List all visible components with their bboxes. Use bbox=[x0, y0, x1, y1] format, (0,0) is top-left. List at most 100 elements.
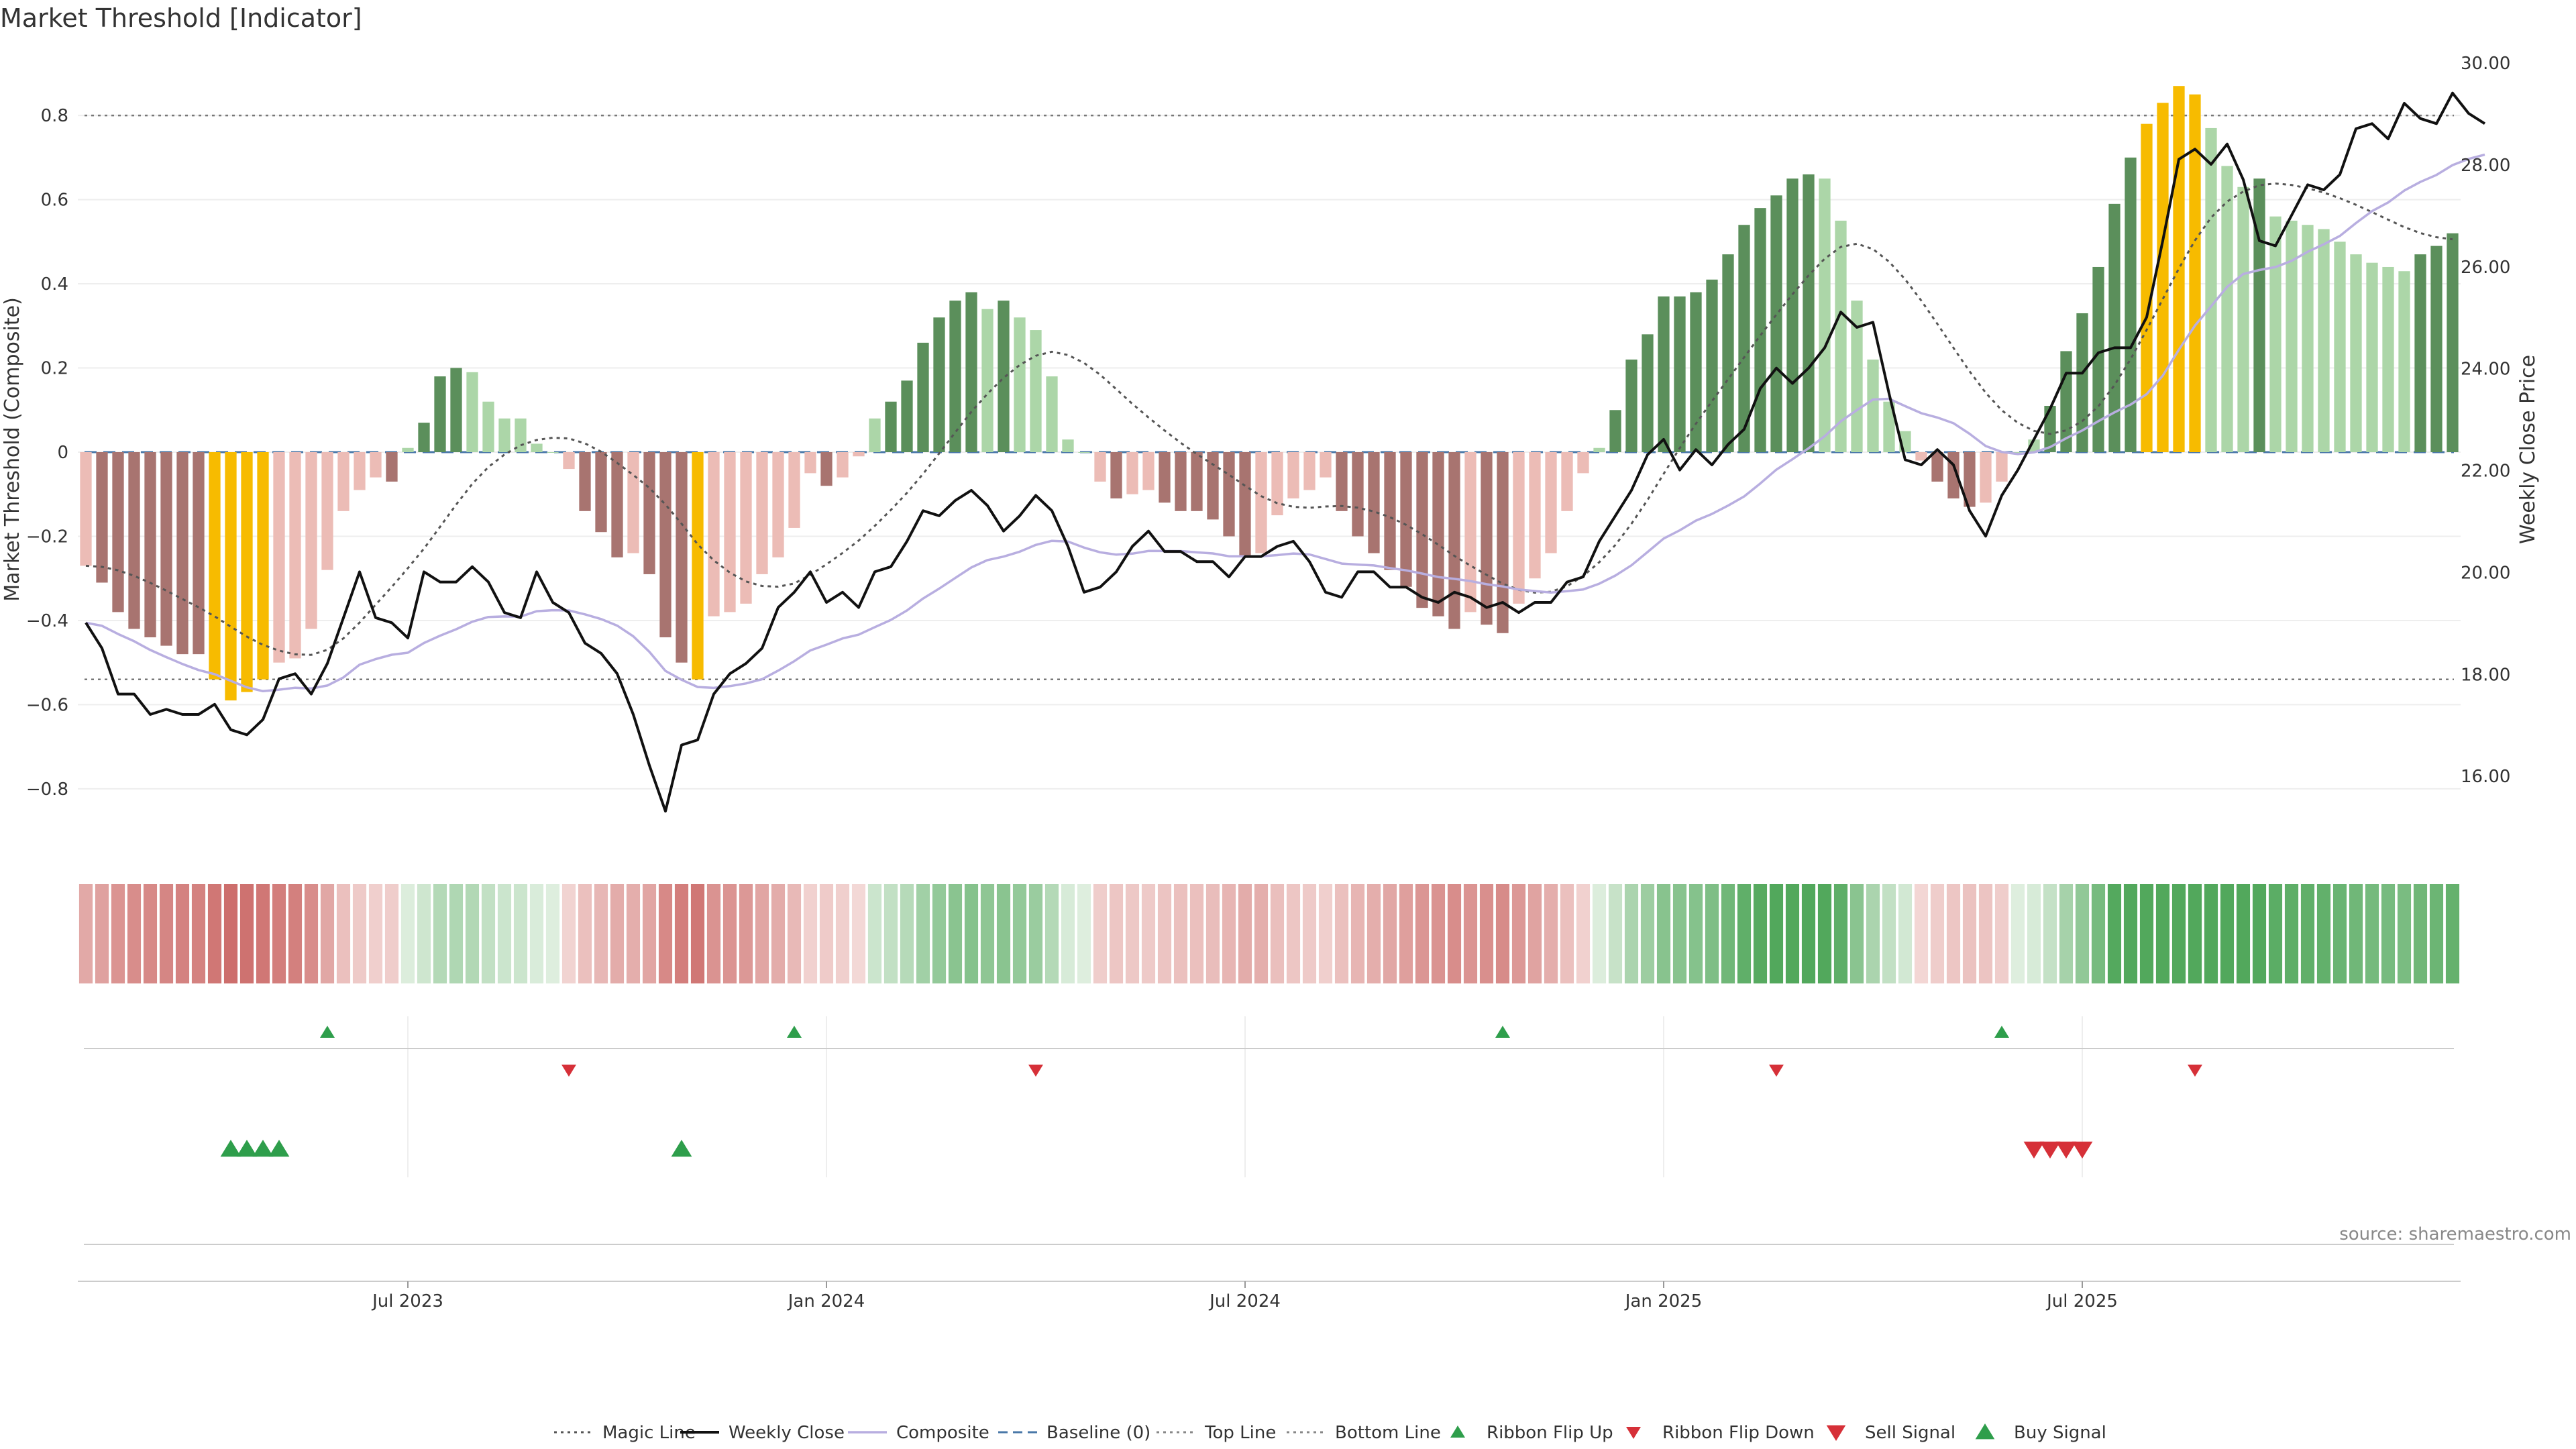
composite-bar bbox=[1883, 401, 1895, 452]
composite-bar bbox=[531, 443, 543, 452]
composite-bar bbox=[1094, 452, 1106, 482]
composite-bar bbox=[1915, 452, 1927, 461]
composite-bar bbox=[321, 452, 333, 570]
composite-bar bbox=[724, 452, 736, 612]
composite-bar bbox=[1754, 208, 1766, 452]
sell-signal-marker bbox=[2023, 1141, 2045, 1159]
y-tick-label: 0.2 bbox=[41, 359, 68, 379]
legend-label: Ribbon Flip Up bbox=[1487, 1423, 1613, 1443]
ribbon-segment bbox=[1994, 884, 2009, 983]
ribbon-segment bbox=[1479, 884, 1494, 983]
ribbon-segment bbox=[1077, 884, 1091, 983]
composite-bar bbox=[2173, 86, 2185, 453]
ribbon-segment bbox=[626, 884, 641, 983]
ribbon-segment bbox=[578, 884, 592, 983]
ribbon-segment bbox=[288, 884, 303, 983]
trend-ribbon bbox=[78, 884, 2460, 983]
ribbon-segment bbox=[2059, 884, 2074, 983]
ribbon-segment bbox=[1737, 884, 1752, 983]
source-label: source: sharemaestro.com bbox=[2339, 1224, 2571, 1244]
ribbon-segment bbox=[2300, 884, 2315, 983]
magic-line bbox=[85, 182, 2453, 656]
y2-tick-label: 20.00 bbox=[2461, 563, 2510, 583]
composite-bar bbox=[2012, 452, 2024, 453]
composite-bar bbox=[998, 301, 1010, 452]
ribbon-segment bbox=[690, 884, 705, 983]
composite-bar bbox=[1046, 376, 1058, 452]
composite-bar bbox=[756, 452, 768, 574]
ribbon-segment bbox=[1012, 884, 1027, 983]
ribbon-segment bbox=[980, 884, 995, 983]
legend-swatch bbox=[1826, 1425, 1846, 1441]
weekly-close-line bbox=[85, 91, 2486, 813]
ribbon-segment bbox=[1914, 884, 1929, 983]
ribbon-segment bbox=[1978, 884, 1993, 983]
ribbon-segment bbox=[1817, 884, 1832, 983]
composite-bar bbox=[1609, 410, 1621, 452]
y2-tick-label: 18.00 bbox=[2461, 665, 2510, 685]
composite-bar bbox=[402, 447, 414, 452]
composite-bar bbox=[2205, 127, 2217, 452]
composite-bar bbox=[676, 452, 688, 663]
composite-bar bbox=[949, 301, 961, 452]
ribbon-segment bbox=[529, 884, 544, 983]
composite-bar bbox=[869, 418, 881, 452]
composite-bar bbox=[1819, 178, 1831, 452]
ribbon-segment bbox=[706, 884, 721, 983]
composite-bar bbox=[1271, 452, 1283, 516]
ribbon-segment bbox=[1238, 884, 1252, 983]
ribbon-segment bbox=[916, 884, 930, 983]
legend-label: Top Line bbox=[1204, 1423, 1276, 1443]
ribbon-segment bbox=[610, 884, 625, 983]
composite-bar bbox=[2366, 262, 2378, 452]
ribbon-segment bbox=[2027, 884, 2041, 983]
ribbon-segment bbox=[1318, 884, 1333, 983]
ribbon-segment bbox=[883, 884, 898, 983]
ribbon-segment bbox=[400, 884, 415, 983]
ribbon-segment bbox=[1302, 884, 1317, 983]
composite-bar bbox=[370, 452, 382, 478]
signal-panel bbox=[78, 1016, 2461, 1282]
composite-bar bbox=[289, 452, 301, 659]
ribbon-segment bbox=[78, 884, 93, 983]
ribbon-segment bbox=[1544, 884, 1558, 983]
composite-bar bbox=[2350, 254, 2362, 452]
ribbon-segment bbox=[2252, 884, 2267, 983]
ribbon-flip-up-marker bbox=[787, 1026, 802, 1038]
ribbon-segment bbox=[368, 884, 383, 983]
composite-bar bbox=[643, 452, 655, 574]
ribbon-segment bbox=[1173, 884, 1188, 983]
composite-bar bbox=[804, 452, 816, 474]
composite-bar bbox=[2430, 246, 2443, 452]
ribbon-segment bbox=[1656, 884, 1671, 983]
composite-bar bbox=[1931, 452, 1943, 482]
composite-bar bbox=[917, 342, 929, 452]
buy-signal-marker bbox=[252, 1140, 274, 1157]
ribbon-segment bbox=[111, 884, 125, 983]
ribbon-segment bbox=[1431, 884, 1446, 983]
composite-bar bbox=[2141, 123, 2153, 452]
composite-bar bbox=[563, 452, 575, 470]
composite-bar bbox=[1368, 452, 1380, 553]
composite-bar bbox=[2398, 271, 2410, 452]
ribbon-segment bbox=[465, 884, 480, 983]
ribbon-segment bbox=[658, 884, 673, 983]
ribbon-segment bbox=[1415, 884, 1430, 983]
composite-bar bbox=[2221, 166, 2233, 453]
composite-bar bbox=[981, 309, 994, 452]
composite-bar bbox=[1239, 452, 1251, 557]
ribbon-segment bbox=[417, 884, 431, 983]
composite-bar bbox=[1287, 452, 1299, 499]
ribbon-segment bbox=[2139, 884, 2154, 983]
ribbon-segment bbox=[996, 884, 1011, 983]
x-tick-label: Jan 2025 bbox=[1624, 1291, 1703, 1311]
ribbon-segment bbox=[1270, 884, 1285, 983]
ribbon-segment bbox=[819, 884, 834, 983]
legend-label: Buy Signal bbox=[2014, 1423, 2106, 1443]
right-axis-ticks: 30.00 28.00 26.00 24.00 22.00 20.00 18.00 16.00 bbox=[2461, 54, 2510, 787]
ribbon-segment bbox=[2381, 884, 2396, 983]
ribbon-segment bbox=[2107, 884, 2122, 983]
x-tick-label: Jul 2023 bbox=[371, 1291, 443, 1311]
composite-bar bbox=[837, 452, 849, 478]
